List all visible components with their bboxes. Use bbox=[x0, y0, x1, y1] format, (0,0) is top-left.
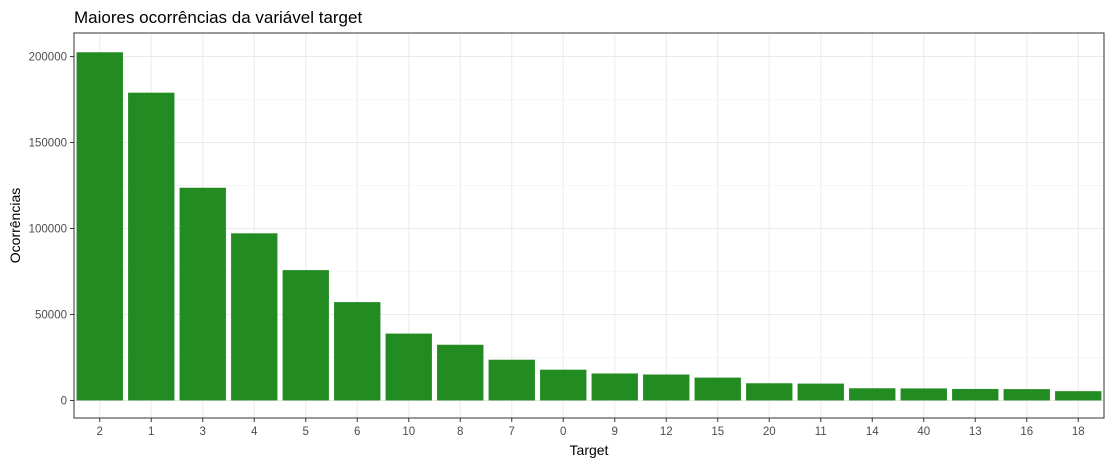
bar-15 bbox=[694, 377, 741, 401]
x-tick-label: 15 bbox=[711, 426, 724, 438]
x-tick-label: 9 bbox=[612, 426, 618, 438]
y-tick-label: 150000 bbox=[29, 138, 67, 150]
bar-2 bbox=[76, 52, 123, 401]
y-tick-label: 50000 bbox=[35, 309, 67, 321]
bar-10 bbox=[385, 333, 432, 401]
bar-7 bbox=[488, 359, 535, 401]
bar-14 bbox=[849, 388, 896, 401]
y-tick-label: 200000 bbox=[29, 52, 67, 64]
x-tick-label: 13 bbox=[969, 426, 982, 438]
x-tick-label: 8 bbox=[457, 426, 463, 438]
bar-4 bbox=[231, 233, 278, 401]
x-tick-label: 16 bbox=[1020, 426, 1033, 438]
y-axis-ticks: 0 50000 100000 150000 200000 bbox=[29, 52, 74, 407]
bar-40 bbox=[900, 388, 947, 401]
x-tick-label: 0 bbox=[560, 426, 566, 438]
bar-5 bbox=[282, 270, 329, 401]
x-tick-label: 4 bbox=[251, 426, 258, 438]
bars bbox=[76, 52, 1102, 401]
x-axis-title: Target bbox=[570, 442, 609, 458]
bar-0 bbox=[540, 369, 587, 401]
bar-18 bbox=[1055, 391, 1102, 401]
chart-title: Maiores ocorrências da variável target bbox=[74, 8, 362, 27]
x-tick-label: 14 bbox=[866, 426, 879, 438]
bar-9 bbox=[591, 373, 638, 401]
bar-13 bbox=[952, 388, 999, 401]
x-tick-label: 3 bbox=[200, 426, 206, 438]
plot-panel bbox=[73, 32, 1105, 419]
x-tick-label: 7 bbox=[509, 426, 515, 438]
bar-11 bbox=[797, 383, 844, 401]
bar-20 bbox=[746, 383, 793, 401]
plot-border bbox=[73, 32, 1105, 419]
x-axis-ticks: 2 1 3 4 5 6 10 8 7 0 9 12 15 20 11 14 40 13 16 18 bbox=[97, 418, 1085, 438]
x-tick-label: 1 bbox=[148, 426, 154, 438]
x-tick-label: 40 bbox=[917, 426, 930, 438]
x-tick-label: 18 bbox=[1072, 426, 1085, 438]
x-tick-label: 2 bbox=[97, 426, 103, 438]
x-tick-label: 10 bbox=[402, 426, 415, 438]
y-tick-label: 0 bbox=[61, 395, 67, 407]
bar-8 bbox=[437, 344, 484, 401]
y-axis-title: Ocorrências bbox=[7, 188, 23, 263]
x-tick-label: 12 bbox=[660, 426, 673, 438]
bar-16 bbox=[1003, 389, 1050, 401]
x-tick-label: 20 bbox=[763, 426, 776, 438]
bar-3 bbox=[179, 187, 226, 401]
bar-12 bbox=[643, 374, 690, 401]
y-tick-label: 100000 bbox=[29, 224, 67, 236]
x-tick-label: 6 bbox=[354, 426, 360, 438]
bar-6 bbox=[334, 302, 381, 401]
x-tick-label: 5 bbox=[303, 426, 309, 438]
x-tick-label: 11 bbox=[815, 426, 827, 438]
bar-1 bbox=[128, 92, 175, 401]
